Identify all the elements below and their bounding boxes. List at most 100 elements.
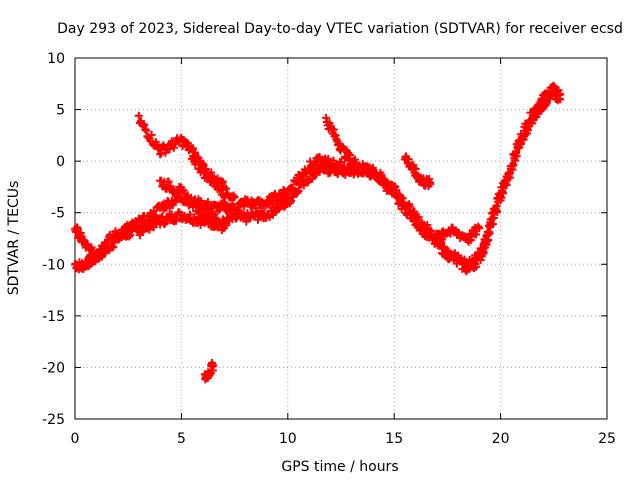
y-tick-labels: 10 5 0 -5 -10 -15 -20 -25 <box>42 51 65 428</box>
series-trace-dip <box>432 222 484 246</box>
x-tick-label-0: 0 <box>71 431 80 447</box>
data-point <box>292 178 301 187</box>
data-point <box>219 224 228 233</box>
data-point <box>218 177 227 186</box>
data-point <box>73 224 82 233</box>
data-point <box>442 246 451 255</box>
data-point <box>485 229 494 238</box>
series-trace-main-2 <box>71 87 565 276</box>
data-point <box>523 126 532 135</box>
x-tick-label-5: 5 <box>177 431 186 447</box>
data-point <box>319 162 328 171</box>
data-point <box>164 177 173 186</box>
data-point <box>149 223 158 232</box>
y-tick-label-minus-20: -20 <box>42 360 65 376</box>
data-point <box>304 166 313 174</box>
data-point <box>147 130 156 139</box>
y-axis-label: SDTVAR / TECUs <box>6 181 22 296</box>
data-point <box>134 111 143 120</box>
data-point <box>345 151 354 160</box>
data-point <box>392 192 401 201</box>
data-point <box>380 176 389 185</box>
y-tick-label-0: 0 <box>56 154 65 170</box>
data-point <box>167 210 176 219</box>
data-point <box>211 213 220 222</box>
data-point <box>189 203 198 212</box>
data-point <box>142 126 151 135</box>
data-point <box>414 213 423 222</box>
x-tick-labels: 0 5 10 15 20 25 <box>71 431 616 447</box>
data-point <box>324 154 333 163</box>
data-point <box>493 208 502 217</box>
data-point <box>410 211 419 220</box>
data-point <box>141 125 150 134</box>
data-point <box>329 156 338 165</box>
data-point <box>466 235 475 244</box>
data-point <box>172 216 181 225</box>
data-point <box>409 216 418 225</box>
y-tick-label-minus-10: -10 <box>42 257 65 273</box>
series-trace-arc-b <box>188 152 239 203</box>
data-point <box>511 156 520 165</box>
data-point <box>204 198 212 207</box>
x-tick-label-15: 15 <box>385 431 403 447</box>
data-point <box>140 121 149 130</box>
y-tick-label-minus-15: -15 <box>42 309 65 325</box>
data-point <box>519 135 528 144</box>
data-points <box>71 81 565 384</box>
data-point <box>505 173 514 182</box>
data-point <box>472 262 481 271</box>
data-point <box>283 190 292 199</box>
data-point <box>512 152 521 161</box>
data-point <box>115 232 124 241</box>
data-point <box>372 169 381 178</box>
data-point <box>209 361 218 370</box>
data-point <box>166 182 175 191</box>
data-point <box>189 144 198 153</box>
data-point <box>475 224 484 233</box>
data-point <box>165 145 174 154</box>
x-tick-label-25: 25 <box>598 431 616 447</box>
data-point <box>222 184 231 193</box>
data-point <box>426 179 435 188</box>
data-point <box>329 125 338 134</box>
data-point <box>242 217 251 226</box>
data-point <box>183 139 192 148</box>
axis-ticks <box>74 57 608 420</box>
x-tick-label-20: 20 <box>492 431 510 447</box>
y-tick-label-5: 5 <box>56 103 65 119</box>
data-point <box>315 167 324 176</box>
data-point <box>542 99 551 108</box>
data-point <box>277 191 286 200</box>
y-tick-label-10: 10 <box>47 51 65 67</box>
data-point <box>87 243 96 252</box>
data-point <box>281 200 290 209</box>
data-point <box>102 241 111 250</box>
data-point <box>193 156 202 165</box>
data-point <box>210 174 219 183</box>
data-point <box>337 157 345 166</box>
series-trace-arc-e <box>400 152 435 190</box>
chart-title: Day 293 of 2023, Sidereal Day-to-day VTE… <box>57 21 623 37</box>
data-point <box>233 203 242 212</box>
data-point <box>294 187 303 196</box>
data-point <box>200 205 209 214</box>
data-point <box>289 184 298 193</box>
data-point <box>160 220 169 229</box>
data-point <box>419 223 428 232</box>
data-point <box>472 230 481 239</box>
data-point <box>556 95 565 104</box>
series-trace-outlier <box>200 359 218 384</box>
x-axis-label: GPS time / hours <box>281 459 398 475</box>
data-point <box>136 221 145 230</box>
data-point <box>400 202 409 211</box>
data-point <box>145 225 154 234</box>
x-tick-label-10: 10 <box>279 431 297 447</box>
data-point <box>151 211 160 220</box>
data-point <box>125 232 134 241</box>
data-point <box>214 179 223 188</box>
data-point <box>404 155 413 164</box>
data-point <box>169 143 178 152</box>
data-point <box>479 248 488 257</box>
data-point <box>161 148 170 157</box>
